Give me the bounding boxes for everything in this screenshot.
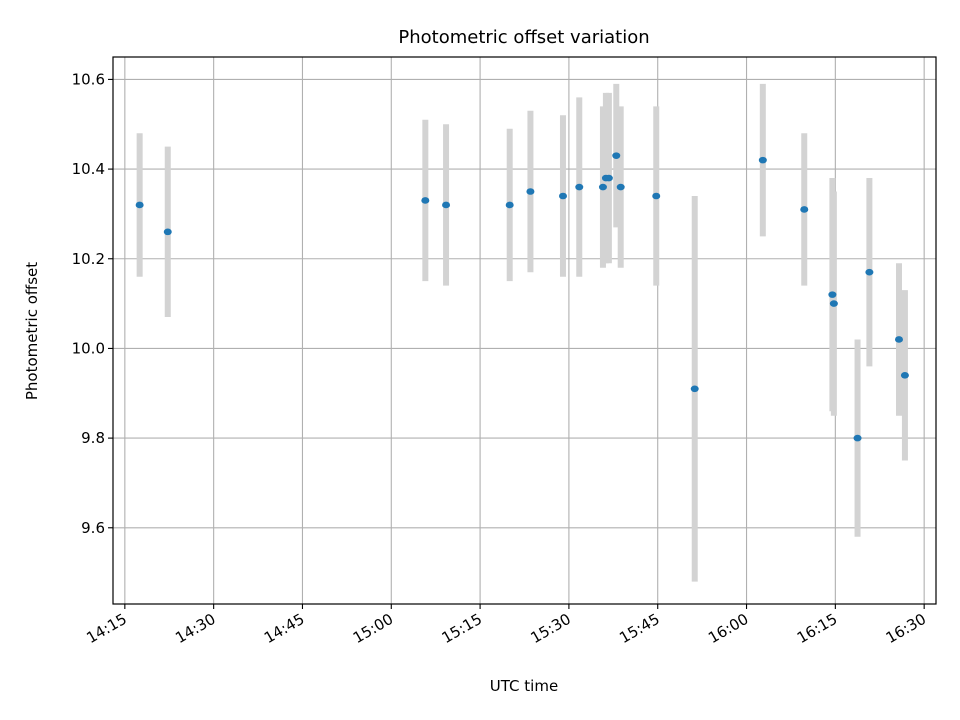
y-axis-label: Photometric offset [23,262,41,400]
y-tick-label: 9.8 [81,429,105,447]
data-point [800,206,809,213]
data-point [558,192,567,200]
data-point [612,152,621,159]
y-tick-label: 9.6 [81,519,105,537]
chart-title: Photometric offset variation [398,27,649,48]
data-point [900,372,909,379]
data-point [894,336,903,343]
y-tick-label: 10.0 [72,339,105,357]
grid [113,57,936,604]
data-point [865,268,874,276]
data-point [421,197,430,204]
data-point [829,300,838,307]
data-point [526,188,535,195]
data-point [690,385,699,393]
data-points [135,152,909,442]
data-point [163,228,172,236]
data-point [758,156,767,164]
data-point [505,201,514,209]
x-axis-label: UTC time [490,677,558,695]
y-tick-label: 10.4 [72,160,105,178]
data-point [598,183,607,191]
data-point [853,434,862,442]
data-point [575,183,584,191]
data-point [616,183,625,191]
data-point [828,291,837,298]
data-point [135,201,144,209]
data-point [604,174,613,182]
y-tick-label: 10.2 [72,250,105,268]
plot-frame [112,56,937,605]
data-point [442,201,451,209]
y-axis-ticks: 9.6 9.8 10.0 10.2 10.4 10.6 [72,70,113,537]
y-tick-label: 10.6 [72,70,105,88]
data-point [652,192,661,200]
